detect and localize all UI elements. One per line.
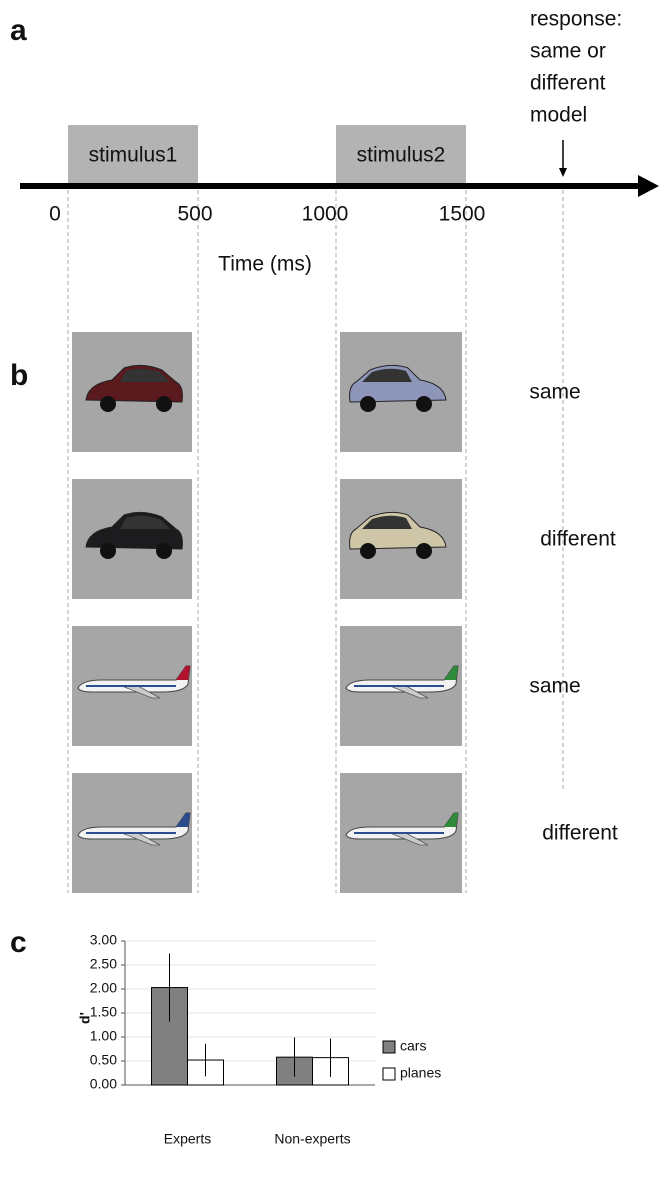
stimulus-label: stimulus1 bbox=[89, 144, 178, 167]
response-arrowhead bbox=[559, 168, 567, 177]
time-tick-label: 0 bbox=[49, 203, 61, 226]
x-tick-label: Experts bbox=[164, 1131, 211, 1147]
wheel bbox=[416, 543, 432, 559]
wheel bbox=[156, 396, 172, 412]
panel-label: b bbox=[10, 359, 28, 392]
response-label: different bbox=[530, 72, 606, 95]
y-tick-label: 1.00 bbox=[90, 1028, 117, 1044]
legend-label: cars bbox=[400, 1038, 426, 1054]
time-tick-label: 1500 bbox=[439, 203, 486, 226]
response-text: same bbox=[529, 381, 580, 404]
legend-label: planes bbox=[400, 1065, 441, 1081]
time-tick-label: 1000 bbox=[302, 203, 349, 226]
axis-label: Time (ms) bbox=[218, 253, 312, 276]
response-text: different bbox=[542, 822, 618, 845]
figure: a b c stimulus1 stimulus2 Time (ms) 0 500… bbox=[0, 0, 659, 1178]
legend-swatch bbox=[383, 1068, 395, 1080]
panel-label: c bbox=[10, 926, 27, 959]
response-text: same bbox=[529, 675, 580, 698]
wheel bbox=[100, 543, 116, 559]
y-axis-label: d' bbox=[77, 1012, 93, 1024]
wheel bbox=[416, 396, 432, 412]
wheel bbox=[360, 543, 376, 559]
wheel bbox=[156, 543, 172, 559]
axis-arrow bbox=[638, 175, 659, 197]
legend-swatch bbox=[383, 1041, 395, 1053]
response-label: response: bbox=[530, 8, 622, 31]
y-tick-label: 1.50 bbox=[90, 1004, 117, 1020]
time-tick-label: 500 bbox=[177, 203, 212, 226]
y-tick-label: 0.00 bbox=[90, 1076, 117, 1092]
response-label: same or bbox=[530, 40, 606, 63]
x-tick-label: Non-experts bbox=[274, 1131, 350, 1147]
wheel bbox=[100, 396, 116, 412]
stimulus-label: stimulus2 bbox=[357, 144, 446, 167]
wheel bbox=[360, 396, 376, 412]
y-tick-label: 3.00 bbox=[90, 932, 117, 948]
panel-label: a bbox=[10, 14, 27, 47]
response-text: different bbox=[540, 528, 616, 551]
response-label: model bbox=[530, 104, 587, 127]
y-tick-label: 2.50 bbox=[90, 956, 117, 972]
y-tick-label: 0.50 bbox=[90, 1052, 117, 1068]
y-tick-label: 2.00 bbox=[90, 980, 117, 996]
